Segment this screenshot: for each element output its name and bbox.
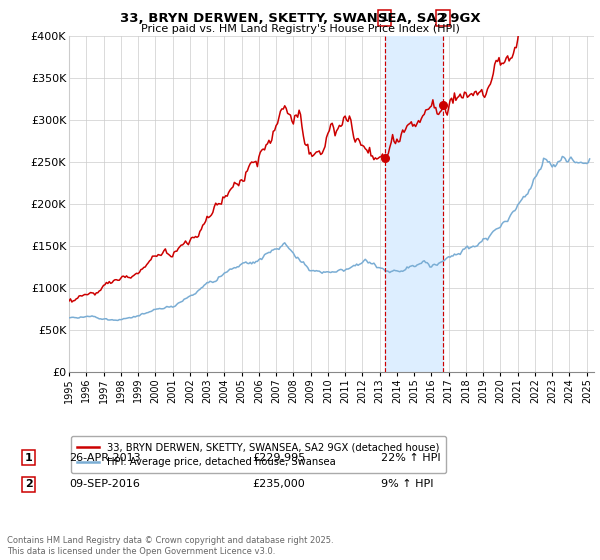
Text: 2: 2 xyxy=(439,13,447,23)
Text: 22% ↑ HPI: 22% ↑ HPI xyxy=(381,452,440,463)
Bar xyxy=(385,36,443,372)
Text: 9% ↑ HPI: 9% ↑ HPI xyxy=(381,479,433,489)
Legend: 33, BRYN DERWEN, SKETTY, SWANSEA, SA2 9GX (detached house), HPI: Average price, : 33, BRYN DERWEN, SKETTY, SWANSEA, SA2 9G… xyxy=(71,436,446,473)
Text: 09-SEP-2016: 09-SEP-2016 xyxy=(69,479,140,489)
Text: Contains HM Land Registry data © Crown copyright and database right 2025.
This d: Contains HM Land Registry data © Crown c… xyxy=(7,536,334,556)
Text: 1: 1 xyxy=(25,452,32,463)
Text: 26-APR-2013: 26-APR-2013 xyxy=(69,452,140,463)
Text: 33, BRYN DERWEN, SKETTY, SWANSEA, SA2 9GX: 33, BRYN DERWEN, SKETTY, SWANSEA, SA2 9G… xyxy=(119,12,481,25)
Text: £235,000: £235,000 xyxy=(252,479,305,489)
Text: Price paid vs. HM Land Registry's House Price Index (HPI): Price paid vs. HM Land Registry's House … xyxy=(140,24,460,34)
Text: 2: 2 xyxy=(25,479,32,489)
Text: 1: 1 xyxy=(381,13,389,23)
Text: £229,995: £229,995 xyxy=(252,452,305,463)
